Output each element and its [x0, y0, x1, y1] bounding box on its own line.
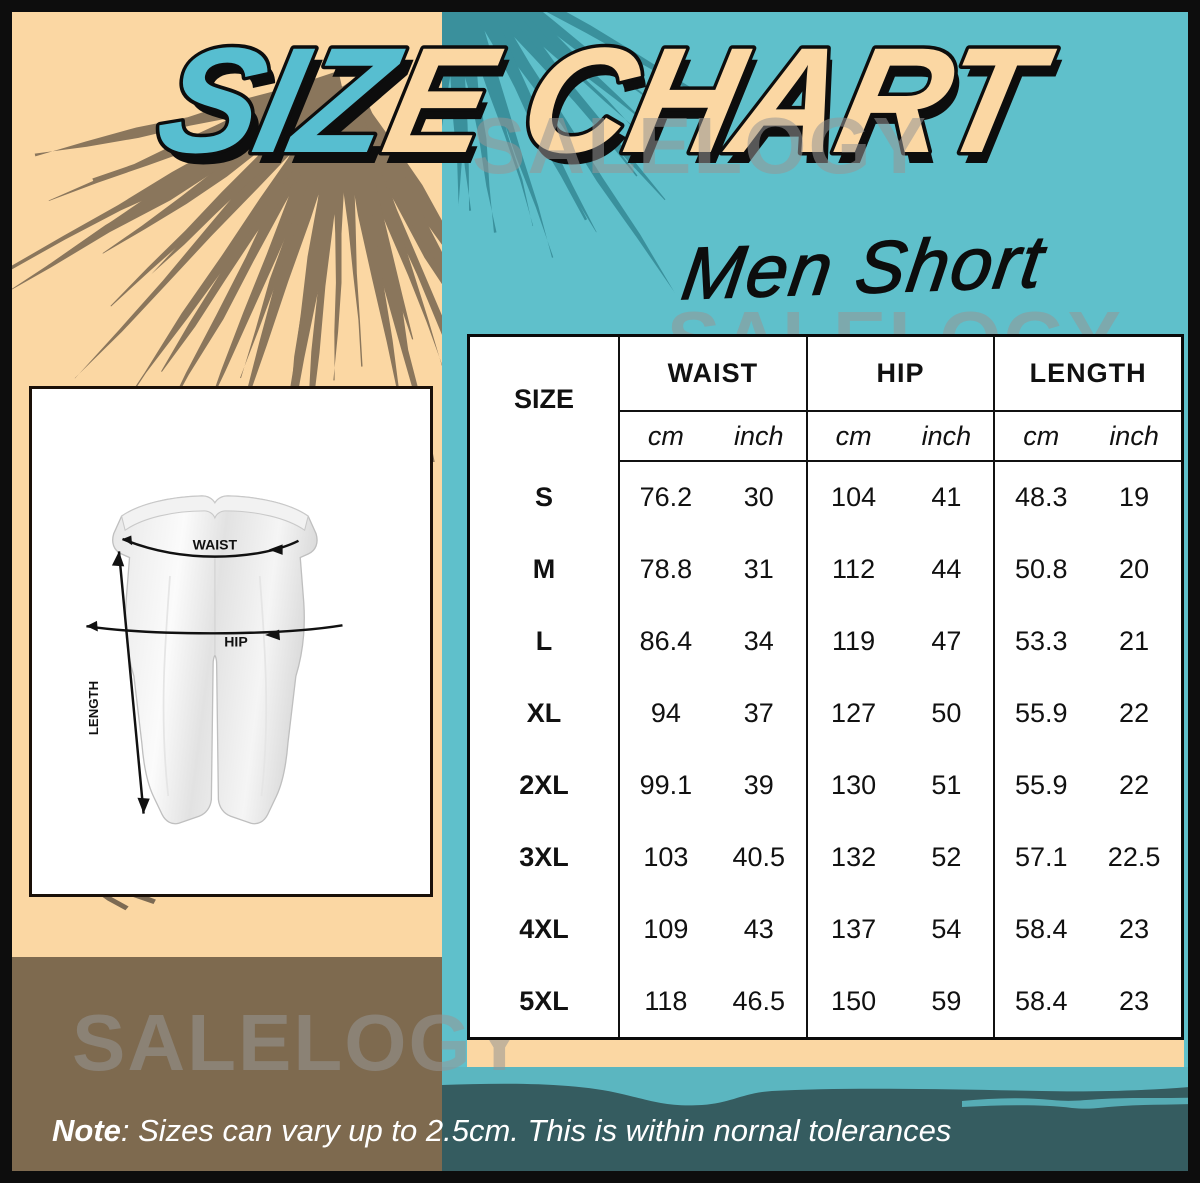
- svg-text:HIP: HIP: [224, 633, 247, 649]
- svg-text:LENGTH: LENGTH: [86, 681, 101, 735]
- svg-text:WAIST: WAIST: [193, 537, 238, 553]
- svg-text:SIZ: SIZ: [145, 20, 413, 185]
